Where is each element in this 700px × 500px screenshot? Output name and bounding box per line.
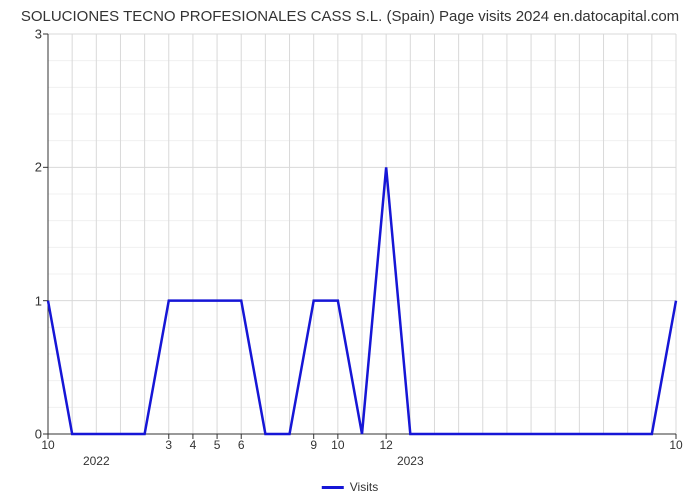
chart-title: SOLUCIONES TECNO PROFESIONALES CASS S.L.… [0,0,700,25]
y-tick-label: 2 [35,160,42,175]
legend-label: Visits [350,480,378,494]
chart-legend: Visits [322,480,378,494]
x-tick-label: 3 [165,438,172,452]
x-year-label: 2022 [83,454,110,468]
legend-swatch [322,486,344,489]
x-tick-label: 10 [669,438,682,452]
x-tick-label: 10 [331,438,344,452]
y-tick-label: 1 [35,293,42,308]
x-tick-label: 4 [190,438,197,452]
chart-svg [48,34,676,434]
x-year-label: 2023 [397,454,424,468]
x-tick-label: 10 [41,438,54,452]
x-tick-label: 6 [238,438,245,452]
chart-plot-area: 0123103456910121020222023 [48,34,676,434]
x-tick-label: 5 [214,438,221,452]
y-tick-label: 3 [35,27,42,42]
x-tick-label: 12 [379,438,392,452]
x-tick-label: 9 [310,438,317,452]
